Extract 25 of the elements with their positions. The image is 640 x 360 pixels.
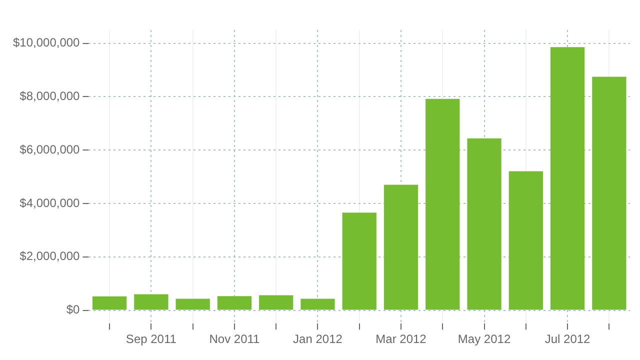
bar — [342, 212, 376, 310]
bar — [134, 294, 168, 310]
y-tick-label: $8,000,000 — [20, 89, 80, 104]
x-tick-label: Nov 2011 — [209, 332, 260, 346]
y-tick-label: $2,000,000 — [20, 249, 80, 264]
y-tick-label: $10,000,000 — [13, 36, 80, 50]
bar — [467, 138, 502, 310]
bar — [550, 47, 585, 310]
x-tick-label: Mar 2012 — [376, 332, 427, 346]
x-tick-label: Sep 2011 — [126, 332, 177, 346]
bar — [300, 298, 335, 310]
x-tick-label: Jul 2012 — [544, 332, 591, 346]
x-tick-label: May 2012 — [458, 332, 511, 346]
y-tick-label: $6,000,000 — [20, 142, 80, 156]
bar — [259, 295, 294, 310]
y-tick-label: $4,000,000 — [20, 196, 80, 210]
y-tick-label: $0 — [66, 302, 80, 317]
bar — [217, 296, 252, 310]
x-tick-label: Jan 2012 — [293, 332, 343, 346]
bar — [426, 98, 460, 310]
bar — [384, 184, 418, 310]
bar — [92, 296, 127, 310]
bar — [176, 298, 210, 310]
bar — [592, 76, 626, 310]
bar — [508, 171, 543, 310]
